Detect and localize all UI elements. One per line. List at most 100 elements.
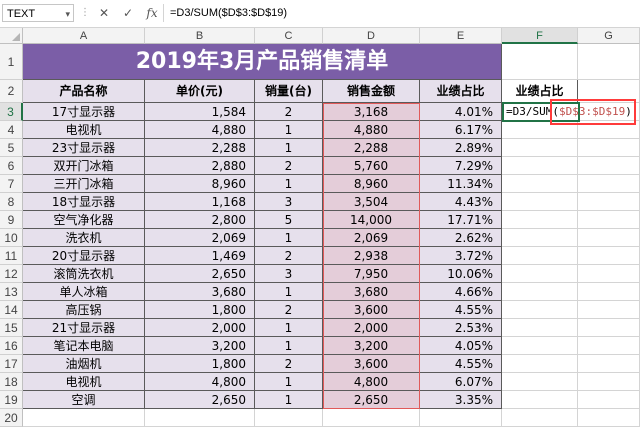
cell-share[interactable]: 4.05% <box>420 337 502 355</box>
cell-amount[interactable]: 7,950 <box>323 265 420 283</box>
cell-empty[interactable] <box>578 283 640 301</box>
cell-empty[interactable] <box>578 301 640 319</box>
column-header-a[interactable]: A <box>23 28 145 44</box>
cell-qty[interactable]: 1 <box>255 121 323 139</box>
cell-share[interactable]: 6.07% <box>420 373 502 391</box>
cell-price[interactable]: 8,960 <box>145 175 255 193</box>
row-header-16[interactable]: 16 <box>0 337 23 355</box>
cell-product[interactable]: 洗衣机 <box>23 229 145 247</box>
cell-empty[interactable] <box>145 409 255 427</box>
cell-amount[interactable]: 2,069 <box>323 229 420 247</box>
cell-price[interactable]: 2,650 <box>145 265 255 283</box>
cell-product[interactable]: 油烟机 <box>23 355 145 373</box>
cell-price[interactable]: 1,800 <box>145 301 255 319</box>
active-cell-f3[interactable]: =D3/SUM($D$3:$D$19) <box>502 102 632 122</box>
row-header-18[interactable]: 18 <box>0 373 23 391</box>
cell-share[interactable]: 4.55% <box>420 355 502 373</box>
cell-amount[interactable]: 3,600 <box>323 301 420 319</box>
row-header-13[interactable]: 13 <box>0 283 23 301</box>
row-header-7[interactable]: 7 <box>0 175 23 193</box>
cell-empty[interactable] <box>578 373 640 391</box>
cell-qty[interactable]: 2 <box>255 103 323 121</box>
cell-share[interactable]: 2.62% <box>420 229 502 247</box>
cell-empty[interactable] <box>578 319 640 337</box>
cell-product[interactable]: 双开门冰箱 <box>23 157 145 175</box>
cell-share[interactable]: 17.71% <box>420 211 502 229</box>
cell-qty[interactable]: 5 <box>255 211 323 229</box>
cell-amount[interactable]: 4,880 <box>323 121 420 139</box>
column-header-g[interactable]: G <box>578 28 640 44</box>
column-header-e[interactable]: E <box>420 28 502 44</box>
cell-share[interactable]: 7.29% <box>420 157 502 175</box>
cell-empty[interactable] <box>502 157 578 175</box>
row-header-3[interactable]: 3 <box>0 103 23 121</box>
sheet-title[interactable]: 2019年3月产品销售清单 <box>23 44 502 80</box>
cell-empty[interactable] <box>578 139 640 157</box>
cell-qty[interactable]: 1 <box>255 175 323 193</box>
column-title-qty[interactable]: 销量(台) <box>255 80 323 103</box>
cell-price[interactable]: 3,200 <box>145 337 255 355</box>
cell-price[interactable]: 2,288 <box>145 139 255 157</box>
column-title-share-f[interactable]: 业绩占比 <box>502 80 578 103</box>
cell-price[interactable]: 1,469 <box>145 247 255 265</box>
row-header-15[interactable]: 15 <box>0 319 23 337</box>
row-header-20[interactable]: 20 <box>0 409 23 427</box>
row-header-12[interactable]: 12 <box>0 265 23 283</box>
cell-empty[interactable] <box>578 409 640 427</box>
cell-price[interactable]: 4,880 <box>145 121 255 139</box>
cell-empty[interactable] <box>255 409 323 427</box>
cell-qty[interactable]: 1 <box>255 229 323 247</box>
cell-share[interactable]: 10.06% <box>420 265 502 283</box>
cell-empty[interactable] <box>502 391 578 409</box>
cell-qty[interactable]: 3 <box>255 193 323 211</box>
cell-empty[interactable] <box>502 337 578 355</box>
cell-empty[interactable] <box>502 301 578 319</box>
row-header-2[interactable]: 2 <box>0 80 23 103</box>
cell-g1[interactable] <box>578 44 640 80</box>
confirm-icon[interactable]: ✓ <box>122 6 134 20</box>
cell-amount[interactable]: 2,000 <box>323 319 420 337</box>
cell-empty[interactable] <box>502 319 578 337</box>
cell-product[interactable]: 单人冰箱 <box>23 283 145 301</box>
cell-qty[interactable]: 1 <box>255 283 323 301</box>
cell-empty[interactable] <box>578 229 640 247</box>
cell-empty[interactable] <box>578 157 640 175</box>
cell-empty[interactable] <box>502 247 578 265</box>
cell-product[interactable]: 电视机 <box>23 373 145 391</box>
cell-empty[interactable] <box>502 193 578 211</box>
cell-empty[interactable] <box>23 409 145 427</box>
cell-empty[interactable] <box>502 175 578 193</box>
cell-amount[interactable]: 2,650 <box>323 391 420 409</box>
cell-empty[interactable] <box>578 175 640 193</box>
insert-function-icon[interactable]: fx <box>146 6 158 20</box>
cell-share[interactable]: 4.43% <box>420 193 502 211</box>
column-header-d[interactable]: D <box>323 28 420 44</box>
cell-amount[interactable]: 14,000 <box>323 211 420 229</box>
cell-amount[interactable]: 2,288 <box>323 139 420 157</box>
cell-empty[interactable] <box>420 409 502 427</box>
row-header-17[interactable]: 17 <box>0 355 23 373</box>
cell-amount[interactable]: 5,760 <box>323 157 420 175</box>
cancel-icon[interactable]: ✕ <box>98 6 110 20</box>
row-header-14[interactable]: 14 <box>0 301 23 319</box>
cell-product[interactable]: 三开门冰箱 <box>23 175 145 193</box>
cell-share[interactable]: 2.89% <box>420 139 502 157</box>
cell-empty[interactable] <box>502 409 578 427</box>
column-header-c[interactable]: C <box>255 28 323 44</box>
column-header-f[interactable]: F <box>502 28 578 44</box>
resize-handle-icon[interactable]: ⋮ <box>80 7 90 18</box>
cell-price[interactable]: 2,000 <box>145 319 255 337</box>
cell-share[interactable]: 2.53% <box>420 319 502 337</box>
cell-empty[interactable] <box>502 373 578 391</box>
cell-empty[interactable] <box>502 139 578 157</box>
cell-empty[interactable] <box>323 409 420 427</box>
cell-qty[interactable]: 1 <box>255 391 323 409</box>
cell-price[interactable]: 2,650 <box>145 391 255 409</box>
cell-price[interactable]: 2,800 <box>145 211 255 229</box>
cell-price[interactable]: 1,800 <box>145 355 255 373</box>
cell-amount[interactable]: 3,600 <box>323 355 420 373</box>
cell-share[interactable]: 4.01% <box>420 103 502 121</box>
cell-share[interactable]: 3.35% <box>420 391 502 409</box>
row-header-11[interactable]: 11 <box>0 247 23 265</box>
cell-empty[interactable] <box>502 229 578 247</box>
